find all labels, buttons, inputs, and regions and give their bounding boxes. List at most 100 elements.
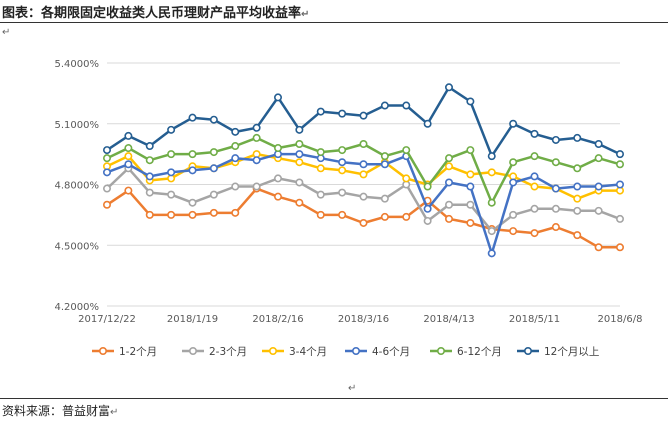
x-tick-label: 2018/6/8	[598, 314, 643, 325]
data-point	[487, 249, 496, 258]
data-point	[209, 115, 218, 124]
data-point	[103, 184, 112, 193]
data-point	[594, 182, 603, 191]
data-point	[103, 146, 112, 155]
data-point	[231, 154, 240, 163]
data-point	[338, 210, 347, 219]
data-point	[444, 83, 453, 92]
data-point	[124, 131, 133, 140]
legend-item: 1-2个月	[92, 346, 157, 358]
data-point	[231, 208, 240, 217]
data-point	[124, 152, 133, 161]
x-tick-label: 2018/5/11	[509, 314, 560, 325]
data-point	[167, 150, 176, 159]
data-point	[444, 178, 453, 187]
data-point	[359, 111, 368, 120]
data-point	[124, 186, 133, 195]
data-point	[231, 142, 240, 151]
data-point	[209, 208, 218, 217]
data-point	[466, 200, 475, 209]
data-point	[594, 140, 603, 149]
data-point	[466, 170, 475, 179]
series-3	[103, 150, 624, 258]
data-point	[530, 172, 539, 181]
data-point	[273, 174, 282, 183]
data-point	[359, 170, 368, 179]
data-point	[145, 142, 154, 151]
data-point	[295, 178, 304, 187]
data-point	[188, 210, 197, 219]
y-axis-ticks: 4.2000% 4.5000% 4.8000% 5.1000% 5.4000%	[55, 59, 100, 313]
data-point	[423, 119, 432, 128]
y-tick-label: 4.5000%	[55, 241, 100, 252]
data-point	[316, 107, 325, 116]
data-point	[444, 214, 453, 223]
legend-label: 4-6个月	[372, 346, 410, 358]
data-point	[551, 184, 560, 193]
x-axis-ticks: 2017/12/22 2018/1/19 2018/2/16 2018/3/16 201…	[78, 314, 642, 325]
legend-label: 12个月以上	[544, 346, 599, 358]
data-point	[509, 210, 518, 219]
data-point	[402, 146, 411, 155]
data-point	[509, 227, 518, 236]
line-chart: 4.2000% 4.5000% 4.8000% 5.1000% 5.4000% 2017…	[55, 59, 643, 358]
data-point	[530, 229, 539, 238]
data-point	[316, 210, 325, 219]
x-tick-label: 2017/12/22	[78, 314, 136, 325]
data-point	[573, 133, 582, 142]
data-point	[423, 182, 432, 191]
legend-swatch-marker	[436, 346, 445, 355]
x-tick-label: 2018/1/19	[167, 314, 218, 325]
data-point	[402, 212, 411, 221]
data-point	[594, 154, 603, 163]
data-point	[273, 144, 282, 153]
data-point	[615, 214, 624, 223]
data-point	[573, 164, 582, 173]
data-point	[124, 144, 133, 153]
legend-label: 3-4个月	[289, 346, 327, 358]
data-point	[338, 146, 347, 155]
data-point	[316, 190, 325, 199]
data-point	[145, 156, 154, 165]
data-point	[444, 200, 453, 209]
data-point	[188, 113, 197, 122]
data-point	[273, 93, 282, 102]
legend-item: 2-3个月	[182, 346, 247, 358]
data-point	[295, 198, 304, 207]
legend-swatch-marker	[351, 346, 360, 355]
data-point	[338, 109, 347, 118]
y-tick-label: 5.4000%	[55, 59, 100, 70]
data-point	[380, 101, 389, 110]
series-1	[103, 164, 624, 236]
data-point	[252, 123, 261, 132]
data-point	[573, 231, 582, 240]
data-point	[167, 125, 176, 134]
x-tick-label: 2018/2/16	[252, 314, 303, 325]
data-point	[252, 133, 261, 142]
data-point	[338, 188, 347, 197]
legend-label: 6-12个月	[457, 346, 502, 358]
data-point	[338, 158, 347, 167]
bottom-rule	[0, 398, 668, 399]
data-point	[551, 158, 560, 167]
data-point	[487, 198, 496, 207]
data-point	[594, 206, 603, 215]
data-point	[444, 162, 453, 171]
grid-layer	[107, 62, 620, 307]
data-point	[615, 150, 624, 159]
data-point	[530, 129, 539, 138]
data-point	[145, 188, 154, 197]
title-text: 图表：各期限固定收益类人民币理财产品平均收益率	[2, 6, 302, 21]
data-point	[466, 218, 475, 227]
data-point	[466, 97, 475, 106]
data-point	[551, 135, 560, 144]
data-point	[231, 182, 240, 191]
series-0	[103, 184, 624, 252]
data-point	[530, 182, 539, 191]
data-point	[316, 148, 325, 157]
x-tick-label: 2018/3/16	[338, 314, 389, 325]
data-point	[188, 150, 197, 159]
data-point	[402, 174, 411, 183]
pilcrow-mark: ↵	[301, 9, 310, 20]
series-line	[106, 152, 621, 255]
